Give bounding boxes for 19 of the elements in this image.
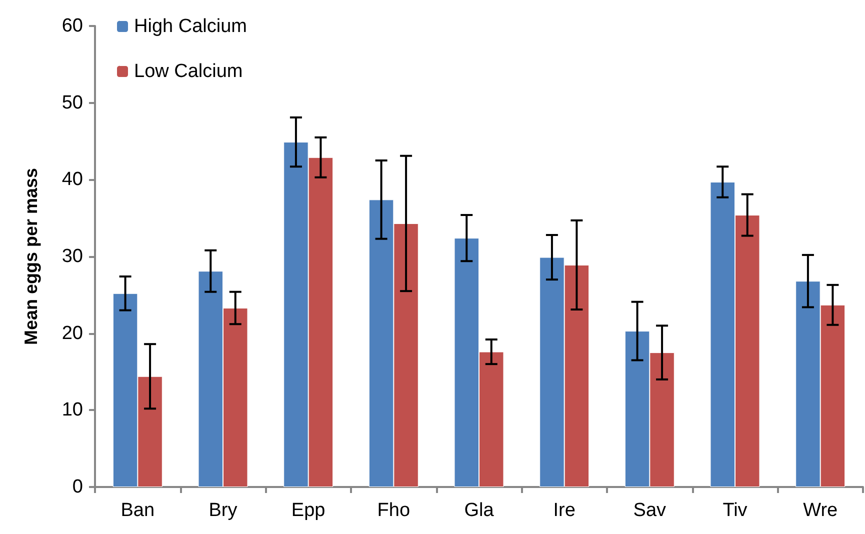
- y-tick-label: 10: [62, 400, 83, 421]
- x-tick-label: Tiv: [722, 500, 748, 521]
- x-tick-label: Wre: [803, 500, 838, 521]
- legend-label: High Calcium: [134, 16, 247, 37]
- x-tick-label: Sav: [633, 500, 667, 521]
- y-tick-label: 40: [62, 169, 83, 190]
- y-tick-label: 30: [62, 246, 83, 267]
- legend-label: Low Calcium: [134, 61, 243, 82]
- y-tick-label: 60: [62, 16, 83, 36]
- x-tick-label: Fho: [377, 500, 410, 521]
- y-axis-title: Mean eggs per mass: [21, 168, 41, 346]
- y-tick-label: 20: [62, 322, 83, 344]
- x-tick-label: Bry: [208, 500, 238, 521]
- x-tick-label: Ban: [120, 500, 155, 521]
- y-tick-label: 50: [62, 92, 83, 114]
- x-tick-label: Gla: [464, 500, 494, 521]
- y-tick-label: 0: [72, 476, 83, 498]
- x-tick-label: Epp: [291, 500, 326, 521]
- x-tick-label: Ire: [553, 500, 576, 521]
